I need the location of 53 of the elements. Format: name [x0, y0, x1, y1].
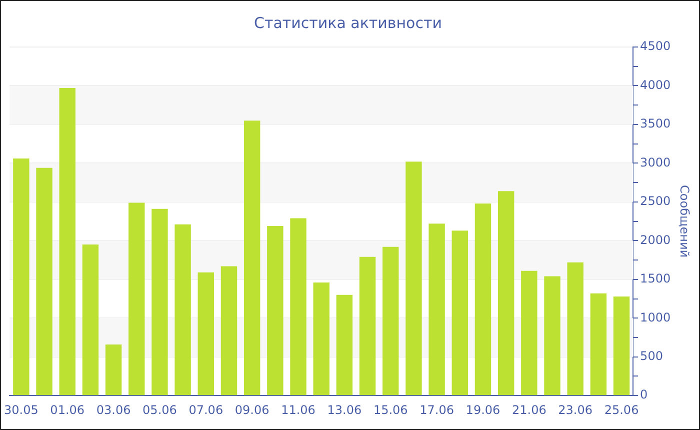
x-tick-label: 30.05	[4, 402, 38, 417]
bar	[406, 162, 422, 396]
y-tick-label: 4000	[640, 78, 671, 92]
y-tick-label: 3500	[640, 116, 671, 131]
bar	[359, 256, 376, 396]
x-tick-label: 15.06	[373, 402, 408, 417]
y-tick-label: 0	[640, 388, 648, 402]
bar	[590, 293, 607, 396]
bar	[244, 120, 260, 396]
bar	[290, 218, 306, 396]
bar	[267, 226, 284, 396]
x-tick-label: 21.06	[512, 402, 546, 417]
bar	[198, 272, 214, 396]
y-tick-label: 4500	[640, 39, 671, 54]
y-axis-title: Сообщений	[678, 185, 692, 258]
bar	[474, 203, 492, 396]
x-tick-label: 05.06	[142, 402, 177, 417]
bar	[336, 294, 353, 396]
bar	[428, 224, 445, 396]
bar	[105, 344, 122, 396]
x-tick-label: 13.06	[327, 402, 362, 417]
bar	[521, 270, 538, 396]
bar	[452, 230, 468, 396]
chart-title: Статистика активности	[254, 14, 442, 32]
x-tick-label: 19.06	[466, 402, 500, 417]
y-tick-label: 1500	[640, 272, 671, 286]
x-tick-label: 25.06	[604, 402, 639, 417]
bar	[13, 158, 30, 396]
bar	[152, 208, 168, 396]
bar	[220, 266, 238, 396]
y-tick-label: 500	[640, 348, 663, 363]
y-tick-label: 2500	[640, 194, 671, 208]
bar	[128, 202, 145, 396]
y-tick-label: 1000	[640, 310, 671, 324]
x-tick-label: 23.06	[558, 402, 593, 417]
bar	[59, 88, 76, 396]
bar	[82, 244, 99, 396]
bar	[313, 282, 330, 396]
x-tick-label: 09.06	[234, 402, 270, 417]
x-tick-label: 17.06	[420, 402, 454, 417]
x-tick-label: 07.06	[188, 402, 224, 417]
x-tick-label: 03.06	[96, 402, 131, 417]
bar	[544, 276, 560, 396]
y-tick-label: 2000	[640, 232, 671, 247]
y-tick-label: 3000	[640, 155, 671, 170]
bar	[36, 168, 52, 396]
bar	[498, 191, 514, 396]
bar	[174, 224, 191, 396]
bar	[567, 262, 584, 396]
x-tick-label: 11.06	[281, 402, 316, 417]
x-tick-label: 01.06	[50, 402, 85, 417]
bar	[613, 296, 630, 396]
bar	[382, 246, 399, 396]
